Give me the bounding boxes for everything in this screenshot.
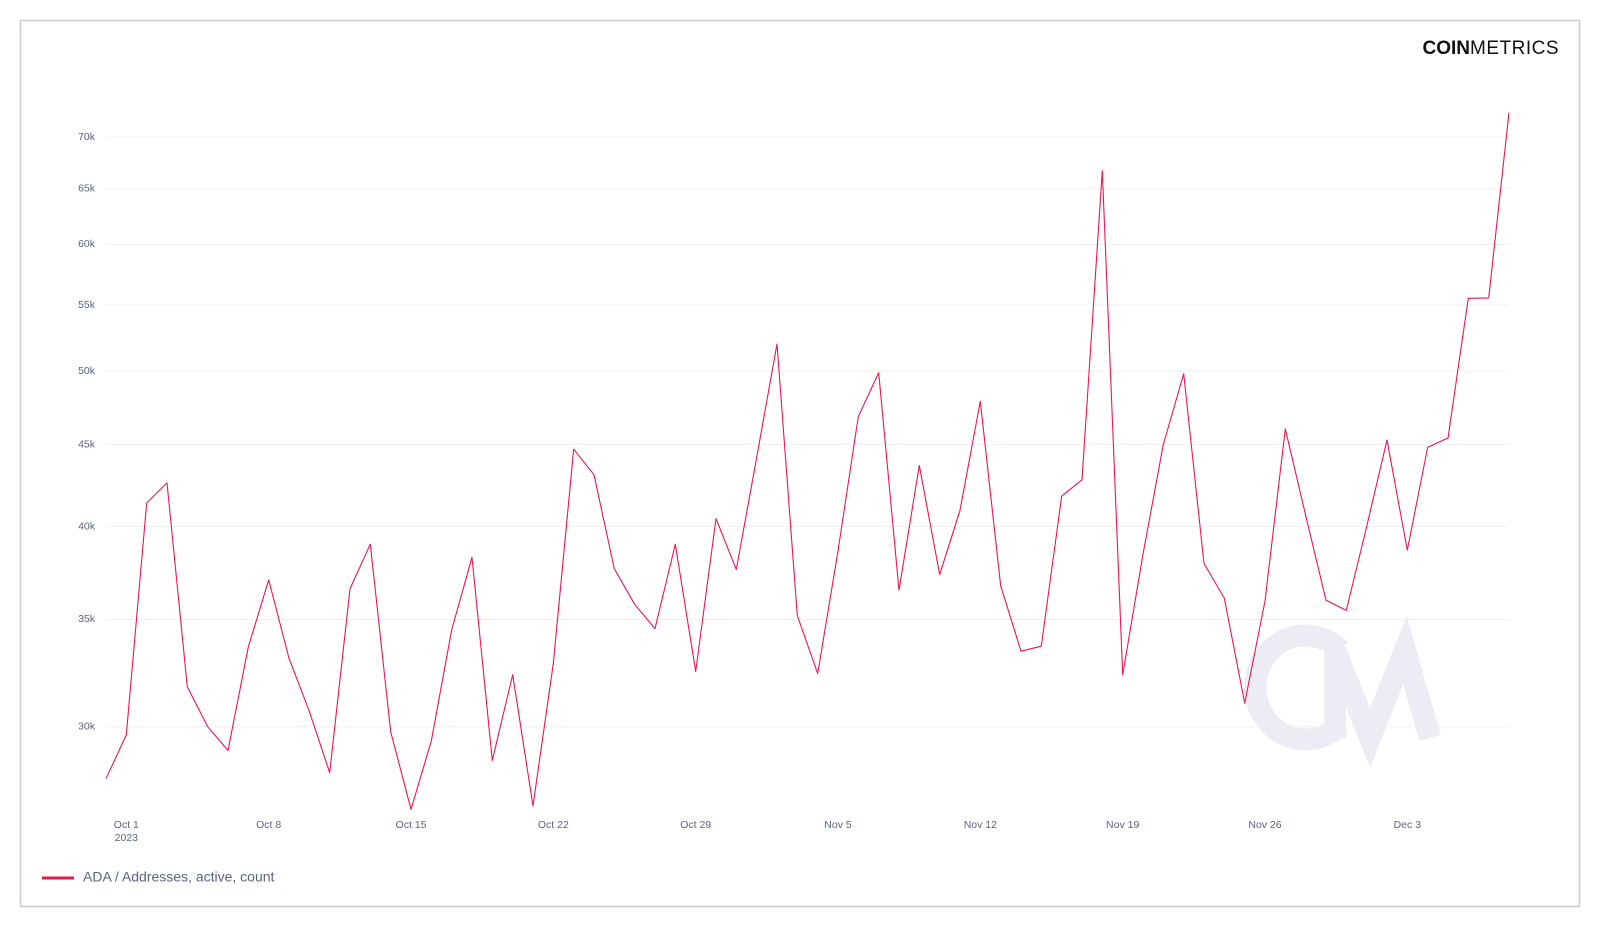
x-tick-label: Dec 3 (1394, 819, 1422, 831)
logo-bold: COIN (1423, 38, 1471, 59)
x-tick-label: Oct 1 (114, 819, 139, 831)
y-tick-label: 55k (78, 299, 96, 311)
y-tick-label: 60k (78, 238, 96, 250)
x-tick-label: Nov 5 (824, 819, 852, 831)
x-tick-label: Oct 8 (256, 819, 281, 831)
x-tick-label: Oct 22 (538, 819, 569, 831)
y-tick-label: 35k (78, 613, 96, 625)
x-tick-label: Nov 26 (1248, 819, 1281, 831)
legend-label: ADA / Addresses, active, count (83, 869, 275, 885)
logo-light: METRICS (1470, 38, 1559, 59)
x-tick-year: 2023 (115, 832, 139, 844)
x-tick-label: Nov 12 (964, 819, 997, 831)
data-line (105, 112, 1510, 810)
watermark-m (1324, 615, 1441, 768)
watermark-c (1244, 624, 1348, 751)
y-tick-label: 30k (78, 720, 96, 732)
x-tick-label: Oct 29 (680, 819, 711, 831)
x-tick-label: Oct 15 (396, 819, 427, 831)
x-tick-label: Nov 19 (1106, 819, 1139, 831)
y-tick-label: 40k (78, 520, 96, 532)
y-tick-label: 65k (78, 183, 96, 195)
y-tick-label: 70k (78, 131, 96, 143)
y-tick-label: 50k (78, 365, 96, 377)
chart-frame (19, 19, 1581, 908)
y-tick-label: 45k (78, 438, 96, 450)
logo: COINMETRICS (1423, 38, 1560, 59)
watermark (1244, 615, 1441, 768)
